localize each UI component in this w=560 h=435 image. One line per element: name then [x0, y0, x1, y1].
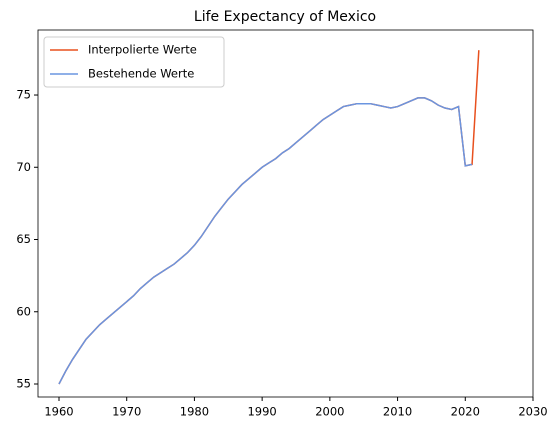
y-tick-label: 60	[16, 304, 31, 318]
legend-label: Interpolierte Werte	[88, 43, 197, 57]
chart-title: Life Expectancy of Mexico	[194, 9, 376, 25]
series-line	[58, 50, 480, 385]
y-tick-label: 70	[16, 160, 31, 174]
x-tick-label: 2030	[518, 405, 547, 419]
legend-box	[43, 36, 225, 88]
legend-label: Bestehende Werte	[88, 67, 194, 81]
y-tick-label: 55	[16, 376, 31, 390]
x-tick-label: 1970	[112, 405, 141, 419]
plot-frame	[37, 29, 534, 398]
x-tick-label: 2000	[315, 405, 344, 419]
x-tick-label: 1960	[44, 405, 73, 419]
x-tick-label: 1990	[247, 405, 276, 419]
x-tick-label: 2020	[451, 405, 480, 419]
y-tick-label: 65	[16, 232, 31, 246]
y-tick-label: 75	[16, 88, 31, 102]
x-tick-label: 1980	[180, 405, 209, 419]
series-line	[58, 97, 473, 385]
x-tick-label: 2010	[383, 405, 412, 419]
